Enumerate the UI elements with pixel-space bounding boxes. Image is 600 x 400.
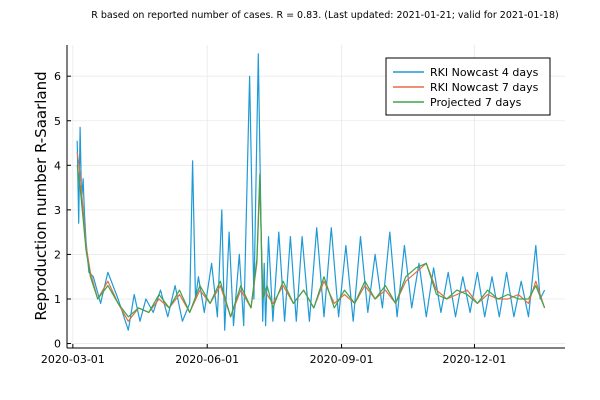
x-tick-label: 2020-06-01 bbox=[175, 353, 239, 366]
y-axis-label: Reproduction number R-Saarland bbox=[32, 71, 50, 320]
axes bbox=[66, 45, 565, 349]
legend-entry: RKI Nowcast 4 days bbox=[430, 66, 539, 79]
x-tick-label: 2020-03-01 bbox=[41, 353, 105, 366]
x-tick-label: 2020-09-01 bbox=[310, 353, 374, 366]
series-lines bbox=[76, 53, 546, 331]
y-tick-label: 0 bbox=[54, 338, 61, 351]
ticks: 0 1 2 3 4 5 6 2020-03-01 2020-06-01 2020-09-01 202… bbox=[41, 70, 507, 366]
y-tick-label: 5 bbox=[54, 115, 61, 128]
y-tick-label: 3 bbox=[54, 204, 61, 217]
legend: RKI Nowcast 4 days RKI Nowcast 7 days Pr… bbox=[385, 57, 551, 116]
series-line bbox=[76, 151, 546, 322]
y-tick-label: 4 bbox=[54, 159, 61, 172]
x-tick-label: 2020-12-01 bbox=[442, 353, 506, 366]
y-tick-label: 2 bbox=[54, 248, 61, 261]
y-tick-label: 6 bbox=[54, 70, 61, 83]
series-line bbox=[76, 165, 546, 318]
legend-entry: RKI Nowcast 7 days bbox=[430, 81, 539, 94]
chart-title: R based on reported number of cases. R =… bbox=[91, 10, 558, 21]
y-tick-label: 1 bbox=[54, 293, 61, 306]
legend-entry: Projected 7 days bbox=[430, 96, 522, 109]
